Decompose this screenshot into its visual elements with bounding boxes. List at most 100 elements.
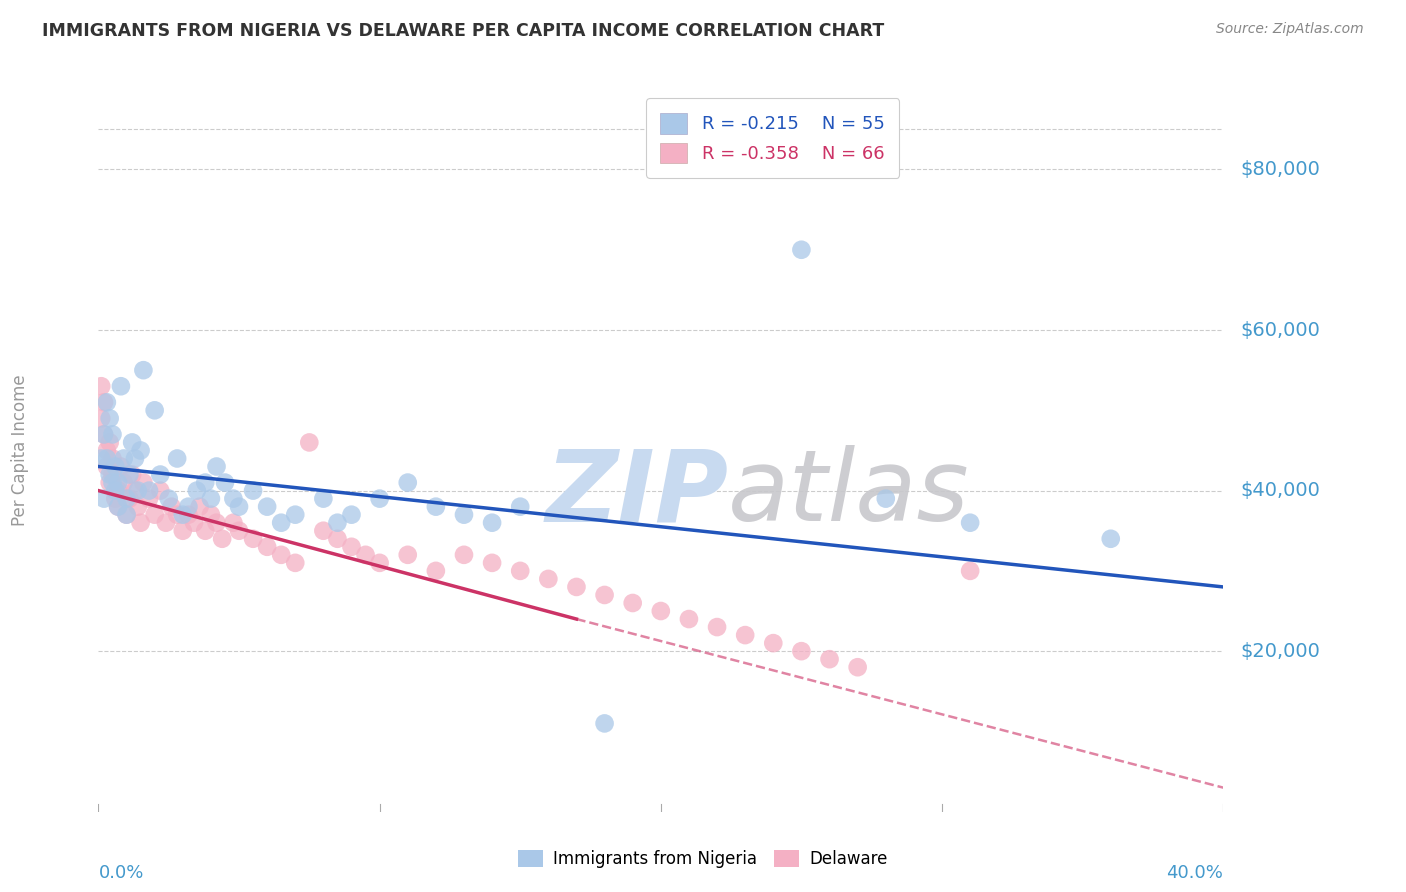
Point xyxy=(177,508,200,522)
Point xyxy=(107,475,129,490)
Point xyxy=(959,516,981,530)
Text: $20,000: $20,000 xyxy=(1240,641,1320,661)
Point xyxy=(177,500,200,514)
Point xyxy=(205,459,228,474)
Point xyxy=(537,572,560,586)
Point xyxy=(200,491,222,506)
Point xyxy=(368,556,391,570)
Point xyxy=(256,540,278,554)
Point xyxy=(112,475,135,490)
Point xyxy=(284,508,307,522)
Point xyxy=(242,532,264,546)
Point xyxy=(93,427,115,442)
Point xyxy=(93,395,115,409)
Point xyxy=(875,491,897,506)
Point xyxy=(228,500,250,514)
Point xyxy=(481,516,503,530)
Point xyxy=(509,500,531,514)
Point xyxy=(256,500,278,514)
Point xyxy=(298,435,321,450)
Point xyxy=(194,475,217,490)
Point xyxy=(166,451,188,466)
Point xyxy=(104,483,127,498)
Point xyxy=(270,548,292,562)
Point xyxy=(104,491,127,506)
Point xyxy=(762,636,785,650)
Point xyxy=(650,604,672,618)
Point xyxy=(124,483,146,498)
Text: Source: ZipAtlas.com: Source: ZipAtlas.com xyxy=(1216,22,1364,37)
Point xyxy=(115,508,138,522)
Text: Per Capita Income: Per Capita Income xyxy=(11,375,28,526)
Point xyxy=(186,483,208,498)
Point xyxy=(1099,532,1122,546)
Text: 40.0%: 40.0% xyxy=(1167,863,1223,882)
Point xyxy=(118,467,141,482)
Text: ZIP: ZIP xyxy=(546,445,728,542)
Point xyxy=(138,483,160,498)
Point xyxy=(270,516,292,530)
Point xyxy=(138,491,160,506)
Point xyxy=(110,379,132,393)
Point xyxy=(98,411,121,425)
Point xyxy=(200,508,222,522)
Point xyxy=(228,524,250,538)
Point xyxy=(211,532,233,546)
Point xyxy=(222,491,245,506)
Point xyxy=(453,548,475,562)
Point xyxy=(172,508,194,522)
Point xyxy=(593,588,616,602)
Point xyxy=(160,500,183,514)
Point xyxy=(121,435,143,450)
Point xyxy=(734,628,756,642)
Point xyxy=(96,395,118,409)
Point xyxy=(846,660,869,674)
Point xyxy=(340,540,363,554)
Point xyxy=(115,491,138,506)
Text: IMMIGRANTS FROM NIGERIA VS DELAWARE PER CAPITA INCOME CORRELATION CHART: IMMIGRANTS FROM NIGERIA VS DELAWARE PER … xyxy=(42,22,884,40)
Point xyxy=(706,620,728,634)
Point xyxy=(368,491,391,506)
Point xyxy=(90,379,112,393)
Point xyxy=(194,524,217,538)
Text: $60,000: $60,000 xyxy=(1240,320,1320,340)
Point xyxy=(101,427,124,442)
Point xyxy=(121,467,143,482)
Point xyxy=(205,516,228,530)
Point xyxy=(818,652,841,666)
Point xyxy=(112,451,135,466)
Point xyxy=(118,491,141,506)
Point xyxy=(96,443,118,458)
Point xyxy=(790,644,813,658)
Point xyxy=(129,443,152,458)
Legend: R = -0.215    N = 55, R = -0.358    N = 66: R = -0.215 N = 55, R = -0.358 N = 66 xyxy=(645,98,900,178)
Point xyxy=(396,548,419,562)
Point xyxy=(149,483,172,498)
Point xyxy=(107,483,129,498)
Point xyxy=(565,580,588,594)
Point xyxy=(481,556,503,570)
Point xyxy=(110,459,132,474)
Point xyxy=(132,363,155,377)
Point xyxy=(101,467,124,482)
Point xyxy=(124,451,146,466)
Point xyxy=(93,427,115,442)
Point xyxy=(172,524,194,538)
Point xyxy=(222,516,245,530)
Point xyxy=(354,548,377,562)
Point xyxy=(104,459,127,474)
Point xyxy=(90,411,112,425)
Point xyxy=(101,451,124,466)
Point xyxy=(157,491,180,506)
Point xyxy=(127,500,149,514)
Point xyxy=(425,564,447,578)
Point xyxy=(129,516,152,530)
Point xyxy=(98,475,121,490)
Point xyxy=(621,596,644,610)
Point xyxy=(959,564,981,578)
Point xyxy=(509,564,531,578)
Point xyxy=(96,459,118,474)
Point xyxy=(214,475,236,490)
Text: $40,000: $40,000 xyxy=(1240,481,1320,500)
Point xyxy=(107,500,129,514)
